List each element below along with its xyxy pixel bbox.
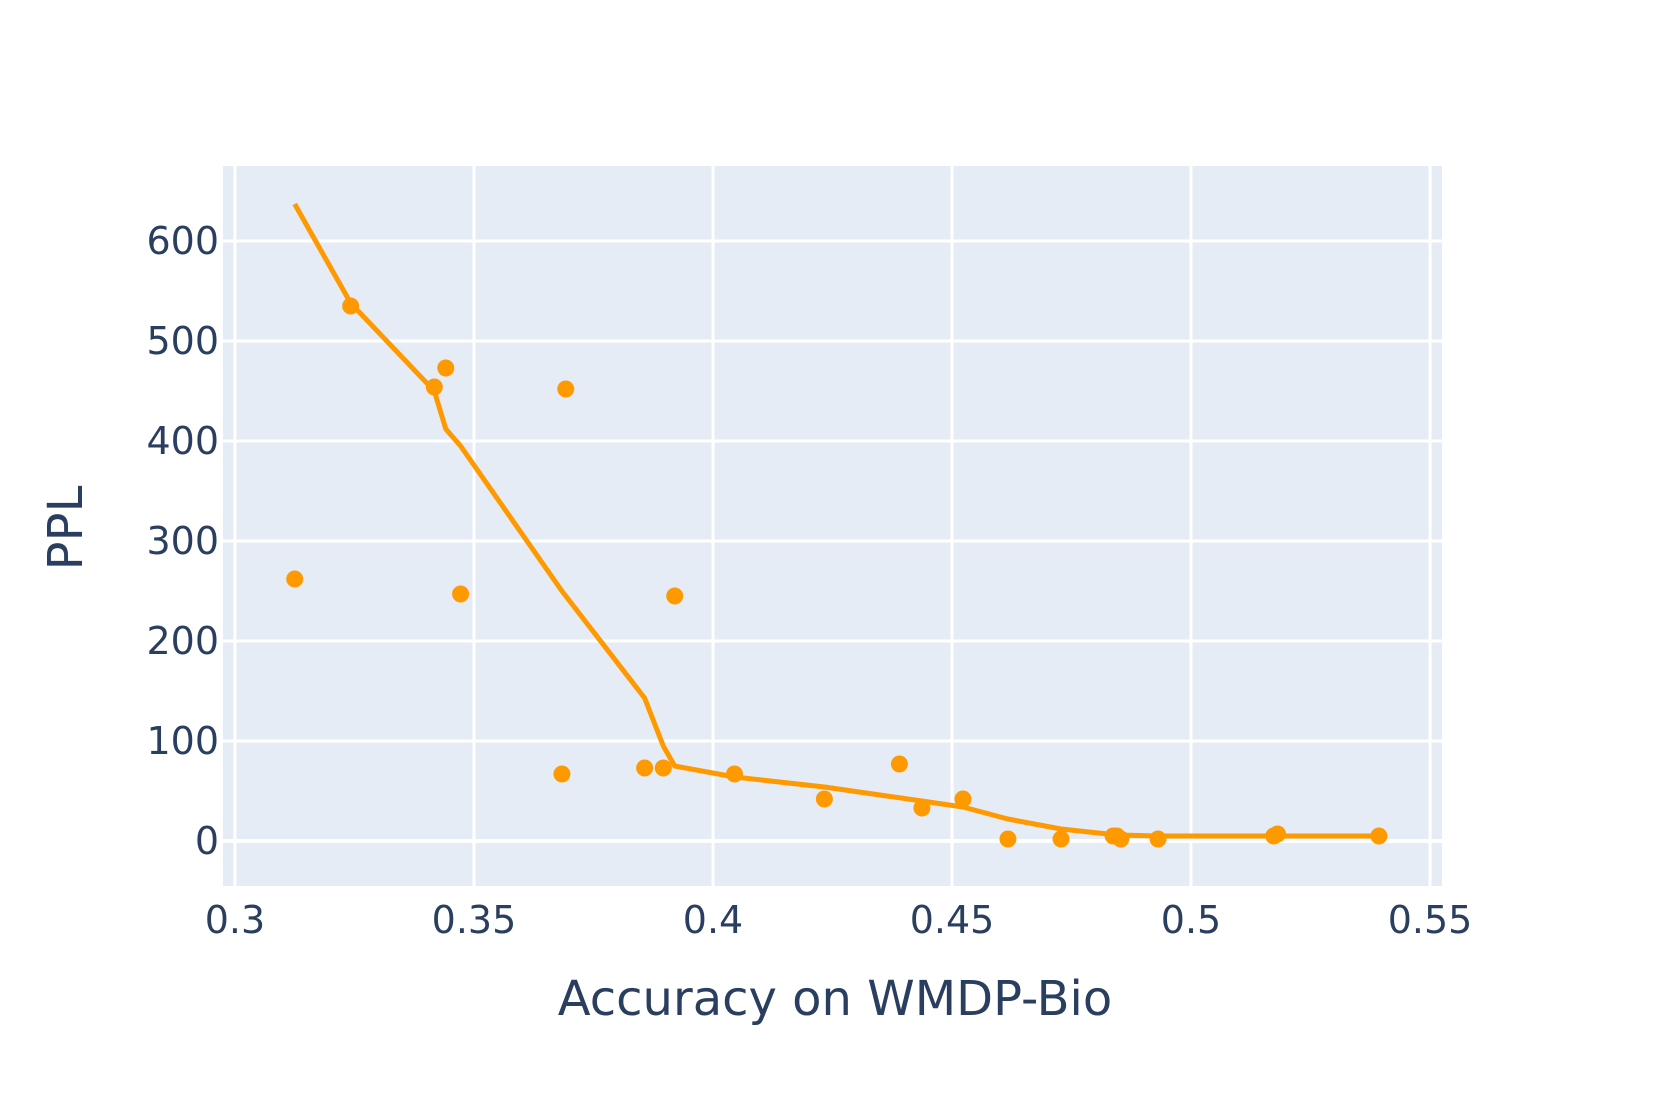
data-point	[1149, 830, 1167, 848]
y-tick-label: 0	[195, 819, 219, 863]
x-tick-label: 0.35	[432, 898, 517, 942]
data-point	[999, 830, 1017, 848]
y-tick-label: 300	[146, 519, 219, 563]
data-point	[425, 378, 443, 396]
data-point	[1370, 827, 1388, 845]
x-tick-label: 0.5	[1161, 898, 1221, 942]
x-axis-title: Accuracy on WMDP-Bio	[558, 971, 1112, 1027]
data-point	[1112, 830, 1130, 848]
y-tick-label: 200	[146, 619, 219, 663]
y-tick-label: 600	[146, 219, 219, 263]
grid	[223, 166, 1442, 886]
y-axis-title: PPL	[38, 485, 94, 570]
data-point	[913, 799, 931, 817]
data-point	[557, 380, 575, 398]
scatter-markers	[286, 297, 1388, 848]
data-point	[437, 359, 455, 377]
data-point	[815, 790, 833, 808]
data-point	[553, 765, 571, 783]
x-tick-labels: 0.3 0.35 0.4 0.45 0.5 0.55	[205, 898, 1473, 942]
data-point	[954, 790, 972, 808]
data-point	[636, 759, 654, 777]
y-tick-label: 400	[146, 419, 219, 463]
data-point	[1269, 825, 1287, 843]
plot-background	[223, 166, 1442, 886]
data-point	[1052, 830, 1070, 848]
data-point	[286, 570, 304, 588]
x-tick-label: 0.3	[205, 898, 265, 942]
x-tick-label: 0.55	[1388, 898, 1473, 942]
data-point	[342, 297, 360, 315]
y-tick-label: 100	[146, 719, 219, 763]
x-tick-label: 0.45	[910, 898, 995, 942]
data-point	[890, 755, 908, 773]
y-tick-labels: 0 100 200 300 400 500 600	[146, 219, 219, 863]
y-tick-label: 500	[146, 319, 219, 363]
data-point	[726, 765, 744, 783]
x-tick-label: 0.4	[683, 898, 743, 942]
data-point	[654, 759, 672, 777]
data-point	[666, 587, 684, 605]
data-point	[452, 585, 470, 603]
